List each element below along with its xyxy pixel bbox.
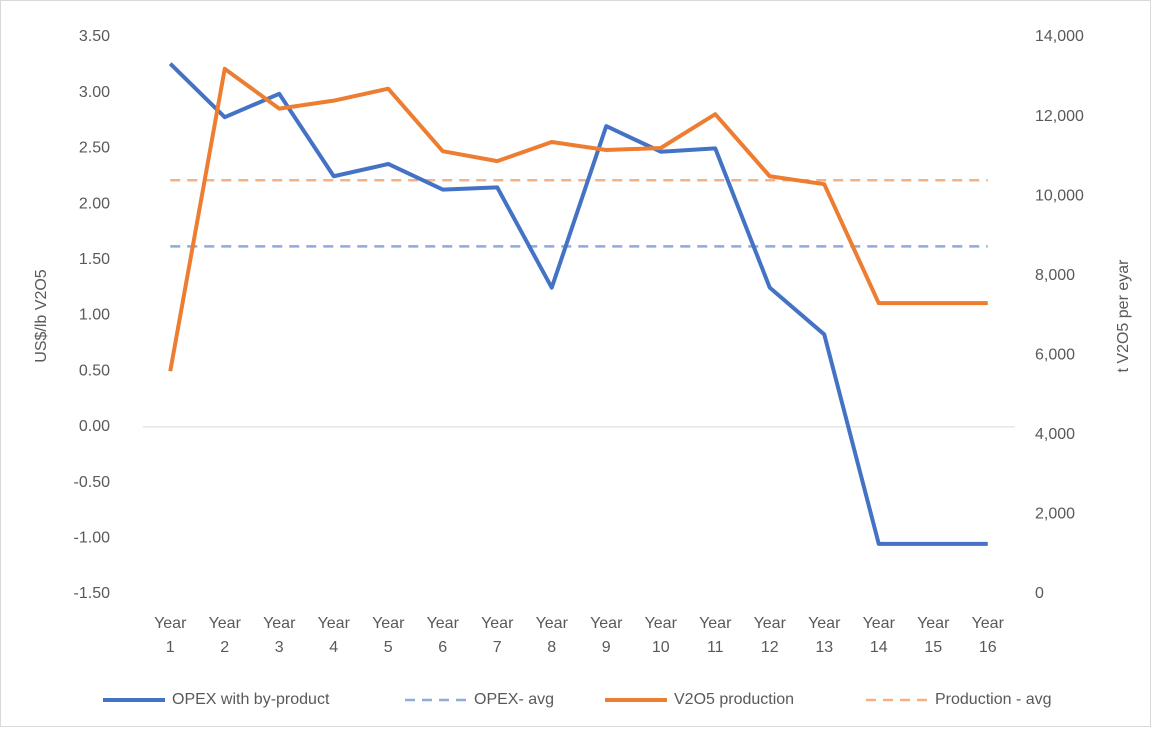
y-tick-label: 0.00 (79, 418, 110, 435)
y2-tick-label: 2,000 (1035, 506, 1075, 523)
y-tick-label: 1.50 (79, 251, 110, 268)
y2-tick-label: 4,000 (1035, 426, 1075, 443)
x-tick-label: Year 12 (754, 615, 787, 656)
x-tick-label: Year 6 (427, 615, 460, 656)
y-axis-title: US$/lb V2O5 (33, 269, 50, 362)
x-tick-label: Year 2 (209, 615, 242, 656)
x-tick-label: Year 8 (536, 615, 569, 656)
y-tick-label: -0.50 (74, 474, 111, 491)
legend-label: OPEX- avg (474, 691, 554, 708)
y-tick-label: -1.00 (74, 530, 111, 547)
x-tick-label: Year 16 (972, 615, 1005, 656)
y-tick-label: 1.00 (79, 307, 110, 324)
series-line (168, 66, 988, 372)
y-tick-label: -1.50 (74, 585, 111, 602)
y2-tick-label: 0 (1035, 585, 1044, 602)
series-line (168, 62, 988, 546)
x-tick-label: Year 14 (863, 615, 896, 656)
x-tick-label: Year 4 (318, 615, 351, 656)
x-tick-label: Year 1 (154, 615, 187, 656)
x-tick-label: Year 5 (372, 615, 405, 656)
legend-label: Production - avg (935, 691, 1052, 708)
y-tick-label: 0.50 (79, 362, 110, 379)
y-tick-label: 2.00 (79, 195, 110, 212)
y-tick-label: 3.50 (79, 28, 110, 45)
x-tick-label: Year 13 (808, 615, 841, 656)
y2-axis-title: t V2O5 per eyar (1115, 259, 1132, 373)
y2-tick-label: 10,000 (1035, 187, 1084, 204)
y2-tick-label: 8,000 (1035, 267, 1075, 284)
y2-tick-label: 6,000 (1035, 347, 1075, 364)
legend-label: V2O5 production (674, 691, 794, 708)
x-tick-label: Year 9 (590, 615, 623, 656)
legend-label: OPEX with by-product (172, 691, 330, 708)
x-tick-label: Year 11 (699, 615, 732, 656)
x-tick-label: Year 10 (645, 615, 678, 656)
x-tick-label: Year 7 (481, 615, 514, 656)
x-tick-label: Year 15 (917, 615, 950, 656)
y-tick-label: 3.00 (79, 84, 110, 101)
y-tick-label: 2.50 (79, 140, 110, 157)
x-tick-label: Year 3 (263, 615, 296, 656)
y2-tick-label: 12,000 (1035, 108, 1084, 125)
y2-tick-label: 14,000 (1035, 28, 1084, 45)
